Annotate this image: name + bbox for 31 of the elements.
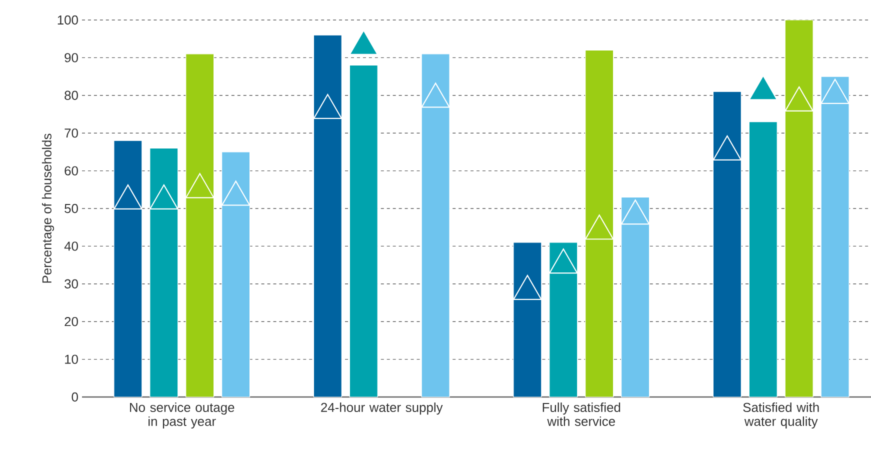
x-tick-label: 24-hour water supply <box>321 402 443 415</box>
y-tick-label: 10 <box>65 354 78 364</box>
bar <box>621 196 650 398</box>
bar <box>784 20 814 398</box>
bar <box>585 50 614 398</box>
bar <box>513 242 542 398</box>
bar <box>349 64 378 398</box>
y-tick-label: 50 <box>64 204 78 214</box>
bar <box>222 152 250 398</box>
bar <box>186 54 214 398</box>
bar <box>150 148 178 398</box>
bar <box>114 140 142 398</box>
y-tick-label: 40 <box>64 242 78 251</box>
x-tick-label: Fully satisfied with service <box>542 402 620 426</box>
bar <box>748 121 778 398</box>
y-tick-label: 0 <box>72 392 78 402</box>
y-tick-label: 70 <box>64 128 78 138</box>
y-tick-label: 30 <box>64 279 78 288</box>
y-tick-label: 60 <box>64 166 78 176</box>
x-tick-label: Satisfied with water quality <box>743 402 819 429</box>
bar <box>421 54 450 398</box>
y-tick-label: 80 <box>64 90 78 100</box>
y-tick-label: 90 <box>64 53 78 62</box>
bar <box>712 91 742 398</box>
bar <box>313 34 342 398</box>
x-tick-label: No service outage in past year <box>130 402 234 429</box>
bar <box>549 242 578 398</box>
y-tick-label: 100 <box>58 15 78 25</box>
bar <box>820 76 850 398</box>
y-axis-title: Percentage of households <box>42 134 54 283</box>
y-tick-label: 20 <box>64 317 78 326</box>
